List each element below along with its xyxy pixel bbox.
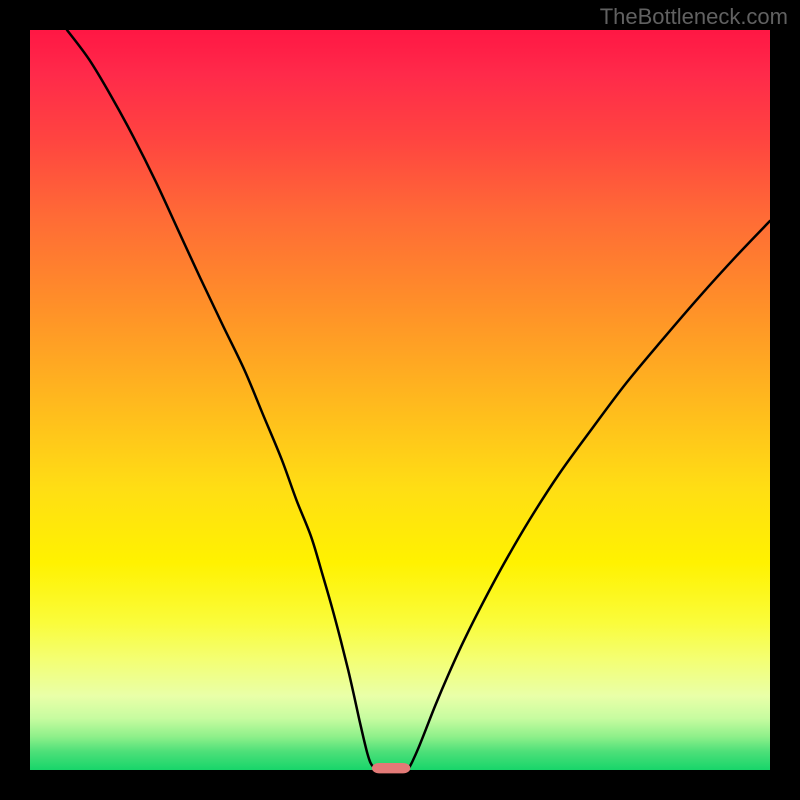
- chart-container: TheBottleneck.com: [0, 0, 800, 800]
- minimum-marker: [372, 763, 410, 773]
- watermark-text: TheBottleneck.com: [600, 4, 788, 30]
- chart-plot-background: [30, 30, 770, 770]
- bottleneck-chart: [0, 0, 800, 800]
